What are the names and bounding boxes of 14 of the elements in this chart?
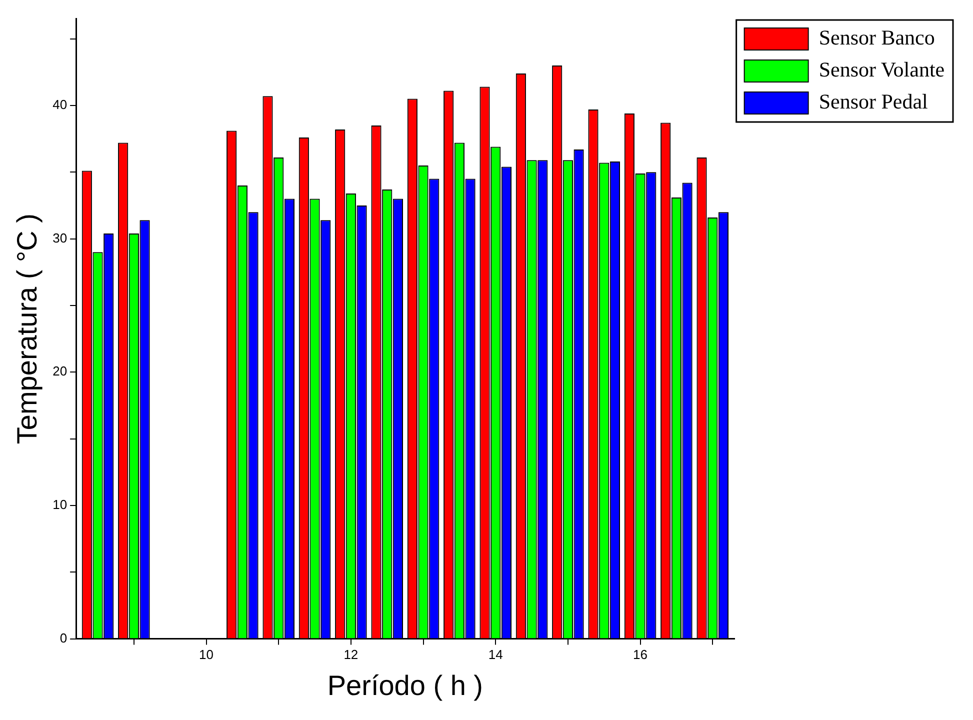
- y-tick-label: 10: [52, 497, 68, 512]
- y-tick-label: 30: [52, 230, 68, 246]
- x-tick-label: 14: [488, 647, 503, 662]
- x-axis-title: Período ( h ): [327, 670, 484, 701]
- y-axis-title: Temperatura ( °C ): [12, 214, 43, 444]
- y-tick-label: 20: [52, 364, 68, 379]
- x-tick-label: 16: [633, 647, 648, 662]
- legend-label: Sensor Pedal: [818, 90, 928, 114]
- x-tick-label: 12: [344, 647, 358, 662]
- x-tick-label: 10: [199, 647, 214, 662]
- y-tick-label: 0: [60, 630, 68, 646]
- y-tick-label: 40: [52, 97, 68, 112]
- legend-label: Sensor Banco: [818, 26, 935, 50]
- legend-label: Sensor Volante: [818, 58, 945, 82]
